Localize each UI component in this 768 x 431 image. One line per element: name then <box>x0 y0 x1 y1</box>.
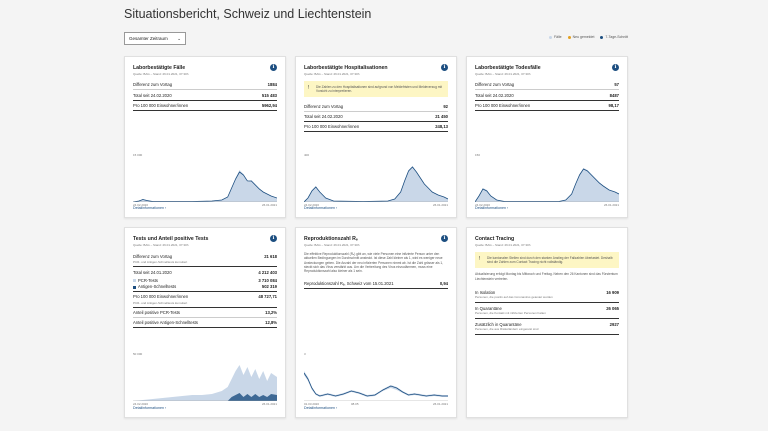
card-reproduction: Reproduktionszahl Rₑ Quelle: BAG – Stand… <box>295 227 457 418</box>
chart-x-start: 01.03.2020 <box>304 402 320 406</box>
warning-note: ! Die Zahlen zu den Hospitalisationen sin… <box>304 81 448 98</box>
row-per100k-sub: PCR- und Antigen-Schnelltests kumuliert <box>133 301 277 308</box>
info-icon[interactable]: i <box>612 64 619 71</box>
row-isolation: In Isolation 16 909 Personen, die positiv… <box>475 287 619 303</box>
row-re: Reproduktionszahl Rₑ, Schweiz vom 15.01.… <box>304 279 448 289</box>
row-per100k: Pro 100 000 Einwohner/innen 248,13 <box>304 122 448 133</box>
chart-x-end: 26.01.2021 <box>261 402 277 406</box>
info-icon[interactable]: i <box>270 64 277 71</box>
warning-note: ! Die kantonalen Stellen sind durch den s… <box>475 252 619 269</box>
row-per100k: Pro 100 000 Einwohner/innen 5962,94 <box>133 101 277 112</box>
row-total: Total seit 24.02.2020 8487 <box>475 90 619 101</box>
chart-ymax: 50 000 <box>133 352 143 356</box>
legend-item-cases: Fälle <box>549 35 562 39</box>
chart-x-start: 24.02.2020 <box>475 203 491 207</box>
row-pos-pcr: Anteil positive PCR-Tests 13,2% <box>133 308 277 318</box>
card-contact-tracing: Contact Tracing Quelle: BAG – Stand: 26.… <box>466 227 628 418</box>
info-icon[interactable]: i <box>441 64 448 71</box>
row-total: Total seit 24.02.2020 21 450 <box>304 112 448 123</box>
chart-ymax: 3 <box>304 352 306 356</box>
row-quarantine: In Quarantäne 26 065 Personen, die Kontak… <box>475 303 619 319</box>
chart-legend: Fälle Neu gemeldet 7-Tage-Schnitt <box>549 35 628 39</box>
row-additional-quarantine: Zusätzlich in Quarantäne 2927 Personen, d… <box>475 319 619 335</box>
period-select[interactable]: Gesamter Zeitraum ⌄ <box>124 32 186 45</box>
row-total: Total seit 24.02.2020 515 483 <box>133 90 277 101</box>
info-icon[interactable]: i <box>441 235 448 242</box>
row-pos-antigen: Anteil positive Antigen-Schnelltests 12,8… <box>133 318 277 329</box>
card-title: Laborbestätigte Hospitalisationen <box>304 65 388 71</box>
chart-x-end: 26.01.2021 <box>432 402 448 406</box>
hosp-chart <box>304 158 448 202</box>
chevron-down-icon: ⌄ <box>177 35 181 41</box>
chart-x-end: 26.01.2021 <box>261 203 277 207</box>
repro-chart <box>304 357 448 401</box>
chart-x-end: 26.01.2021 <box>432 203 448 207</box>
cases-chart <box>133 158 277 202</box>
row-per100k: Pro 100 000 Einwohner/innen 48 727,71 <box>133 294 277 300</box>
chart-ymax: 15 000 <box>133 153 143 157</box>
card-source: Quelle: BAG – Stand: 26.01.2021, 07:30h <box>475 72 531 76</box>
row-diff: Differenz zum Vortag 21 618 <box>133 254 277 260</box>
tracing-update-info: Aktualisierung erfolgt Montag bis Mittwo… <box>475 272 618 281</box>
card-source: Quelle: BAG – Stand: 26.01.2021, 07:30h <box>475 243 531 247</box>
row-total: Total seit 24.01.2020 4 212 403 <box>133 269 277 275</box>
card-tests: Tests und Anteil positive Tests Quelle: … <box>124 227 286 418</box>
chart-x-mid: 08.05 <box>351 402 359 406</box>
page-title: Situationsbericht, Schweiz und Liechtens… <box>124 7 372 21</box>
card-source: Quelle: BAG – Stand: 26.01.2021, 07:30h <box>304 72 360 76</box>
detail-link[interactable]: Detailinformationen › <box>133 406 167 410</box>
detail-link[interactable]: Detailinformationen › <box>304 206 338 210</box>
card-hospitalisations: Laborbestätigte Hospitalisationen Quelle… <box>295 56 457 218</box>
row-diff: Differenz zum Vortag 92 <box>304 101 448 112</box>
tests-chart <box>133 357 277 401</box>
detail-link[interactable]: Detailinformationen › <box>475 206 509 210</box>
legend-item-avg: 7-Tage-Schnitt <box>600 35 628 39</box>
card-source: Quelle: BAG – Stand: 26.01.2021, 07:30h <box>304 243 360 247</box>
card-title: Reproduktionszahl Rₑ <box>304 236 358 242</box>
card-title: Laborbestätigte Todesfälle <box>475 65 541 71</box>
chart-x-start: 24.02.2020 <box>133 402 149 406</box>
chart-x-start: 24.02.2020 <box>304 203 320 207</box>
row-antigen: Antigen-Schnelltests 502 319 <box>133 283 277 293</box>
row-diff: Differenz zum Vortag 57 <box>475 80 619 91</box>
warning-icon: ! <box>308 85 310 91</box>
chart-x-start: 24.02.2020 <box>133 203 149 207</box>
card-title: Contact Tracing <box>475 236 515 242</box>
card-title: Laborbestätigte Fälle <box>133 65 186 71</box>
warning-icon: ! <box>479 256 481 262</box>
row-diff-sub: PCR- und Antigen-Schnelltests kumuliert <box>133 260 277 268</box>
period-select-label: Gesamter Zeitraum <box>129 36 168 41</box>
card-deaths: Laborbestätigte Todesfälle Quelle: BAG –… <box>466 56 628 218</box>
chart-ymax: 150 <box>475 153 481 157</box>
card-cases: Laborbestätigte Fälle Quelle: BAG – Stan… <box>124 56 286 218</box>
info-icon[interactable]: i <box>270 235 277 242</box>
legend-item-new: Neu gemeldet <box>567 35 594 39</box>
detail-link[interactable]: Detailinformationen › <box>304 406 338 410</box>
detail-link[interactable]: Detailinformationen › <box>133 206 167 210</box>
chart-ymax: 400 <box>304 153 310 157</box>
row-diff: Differenz zum Vortag 1884 <box>133 80 277 91</box>
row-per100k: Pro 100 000 Einwohner/innen 98,17 <box>475 101 619 112</box>
card-title: Tests und Anteil positive Tests <box>133 236 209 242</box>
repro-description: Die effektive Reproduktionszahl (Rₑ) gib… <box>304 252 444 274</box>
chart-x-end: 26.01.2021 <box>603 203 619 207</box>
card-source: Quelle: BAG – Stand: 26.01.2021, 07:30h <box>133 72 189 76</box>
card-source: Quelle: BAG – Stand: 26.01.2021, 07:30h <box>133 243 189 247</box>
deaths-chart <box>475 158 619 202</box>
row-pcr: PCR-Tests 3 710 084 <box>133 277 277 284</box>
